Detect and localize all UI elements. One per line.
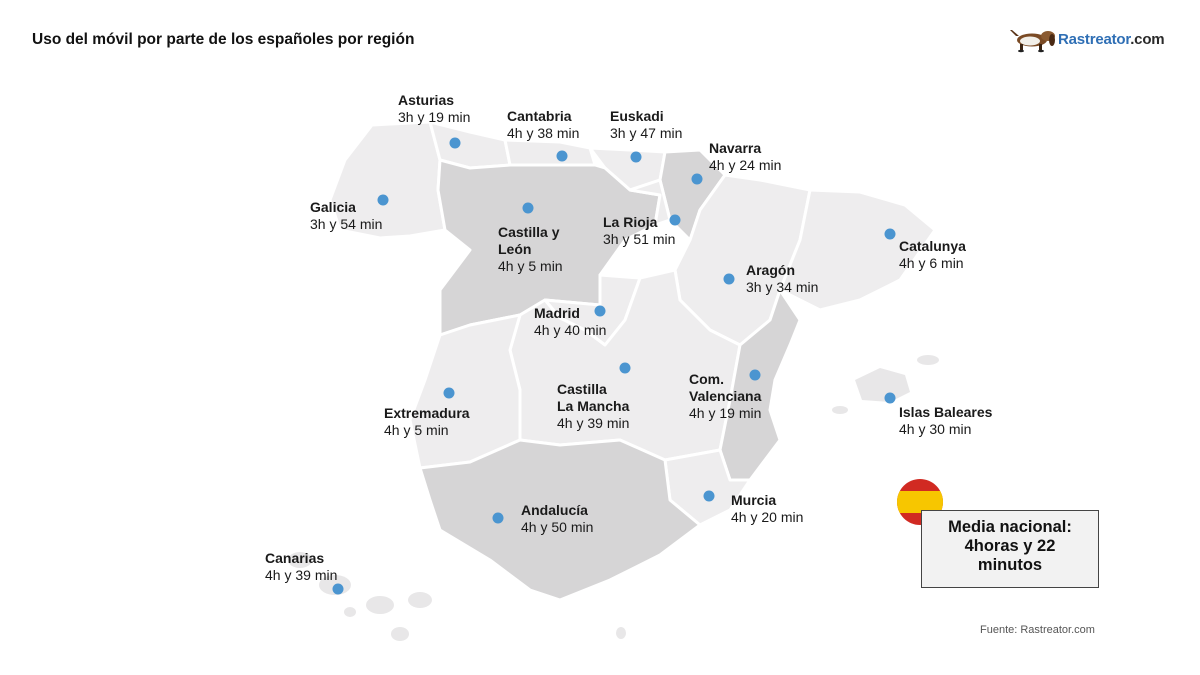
national-average-box: Media nacional: 4horas y 22 minutos bbox=[921, 510, 1099, 588]
region-value: 4h y 39 min bbox=[265, 567, 338, 583]
dot-islas-baleares[interactable] bbox=[884, 392, 896, 404]
dot-catalunya[interactable] bbox=[884, 228, 896, 240]
region-name: Castilla bbox=[557, 381, 607, 397]
national-average-line3: minutos bbox=[977, 556, 1043, 574]
dot-canarias[interactable] bbox=[332, 583, 344, 595]
logo-suffix: .com bbox=[1130, 30, 1165, 48]
label-navarra: Navarra 4h y 24 min bbox=[709, 140, 781, 174]
region-value: 4h y 5 min bbox=[498, 258, 563, 274]
dot-extremadura[interactable] bbox=[443, 387, 455, 399]
label-galicia: Galicia 3h y 54 min bbox=[310, 199, 382, 233]
island-canarias-3 bbox=[366, 596, 394, 614]
region-value: 4h y 6 min bbox=[899, 255, 964, 271]
island-ibiza bbox=[832, 406, 848, 414]
region-name: La Mancha bbox=[557, 398, 630, 414]
region-value: 3h y 54 min bbox=[310, 216, 383, 232]
dot-castilla-la-mancha[interactable] bbox=[619, 362, 631, 374]
region-value: 4h y 38 min bbox=[507, 125, 580, 141]
region-name: Com. bbox=[689, 371, 724, 387]
region-value: 4h y 5 min bbox=[384, 422, 449, 438]
region-name: Aragón bbox=[746, 262, 795, 278]
region-value: 4h y 19 min bbox=[689, 405, 762, 421]
region-andalucia[interactable] bbox=[418, 438, 702, 602]
region-value: 4h y 30 min bbox=[899, 421, 972, 437]
label-asturias: Asturias 3h y 19 min bbox=[398, 92, 470, 126]
national-average-line2: 4horas y 22 bbox=[964, 537, 1056, 555]
region-value: 3h y 34 min bbox=[746, 279, 819, 295]
region-name: Valenciana bbox=[689, 388, 762, 404]
logo-text: Rastreator.com bbox=[1058, 30, 1165, 48]
region-name: Extremadura bbox=[384, 405, 470, 421]
label-com-valenciana: Com. Valenciana 4h y 19 min bbox=[689, 371, 761, 422]
island-canarias-5 bbox=[391, 627, 409, 641]
label-canarias: Canarias 4h y 39 min bbox=[265, 550, 337, 584]
region-name: Castilla y bbox=[498, 224, 560, 240]
dot-andalucia[interactable] bbox=[492, 512, 504, 524]
island-canarias-4 bbox=[408, 592, 432, 608]
dot-castilla-leon[interactable] bbox=[522, 202, 534, 214]
dot-aragon[interactable] bbox=[723, 273, 735, 285]
dot-cantabria[interactable] bbox=[556, 150, 568, 162]
source-note: Fuente: Rastreator.com bbox=[980, 624, 1095, 636]
region-name: León bbox=[498, 241, 532, 257]
label-extremadura: Extremadura 4h y 5 min bbox=[384, 405, 470, 439]
island-menorca bbox=[917, 355, 939, 365]
dot-navarra[interactable] bbox=[691, 173, 703, 185]
region-value: 4h y 40 min bbox=[534, 322, 607, 338]
region-extremadura[interactable] bbox=[408, 313, 522, 470]
region-name: Andalucía bbox=[521, 502, 588, 518]
region-name: Madrid bbox=[534, 305, 580, 321]
region-value: 3h y 19 min bbox=[398, 109, 471, 125]
region-name: Asturias bbox=[398, 92, 455, 108]
basset-dog-icon bbox=[1010, 30, 1055, 53]
region-value: 4h y 20 min bbox=[731, 509, 804, 525]
label-la-rioja: La Rioja 3h y 51 min bbox=[603, 214, 675, 248]
national-average-line1: Media nacional: bbox=[948, 518, 1072, 536]
region-catalunya[interactable] bbox=[778, 188, 937, 312]
label-madrid: Madrid 4h y 40 min bbox=[534, 305, 606, 339]
label-catalunya: Catalunya 4h y 6 min bbox=[899, 238, 966, 272]
dot-madrid[interactable] bbox=[594, 305, 606, 317]
label-islas-baleares: Islas Baleares 4h y 30 min bbox=[899, 404, 992, 438]
region-value: 4h y 39 min bbox=[557, 415, 630, 431]
region-islas-baleares[interactable] bbox=[855, 368, 910, 402]
dot-galicia[interactable] bbox=[377, 194, 389, 206]
label-cantabria: Cantabria 4h y 38 min bbox=[507, 108, 579, 142]
label-aragon: Aragón 3h y 34 min bbox=[746, 262, 818, 296]
page-title: Uso del móvil por parte de los españoles… bbox=[32, 31, 415, 48]
region-name: Islas Baleares bbox=[899, 404, 993, 420]
dot-euskadi[interactable] bbox=[630, 151, 642, 163]
dot-asturias[interactable] bbox=[449, 137, 461, 149]
region-name: Catalunya bbox=[899, 238, 966, 254]
label-murcia: Murcia 4h y 20 min bbox=[731, 492, 803, 526]
dot-murcia[interactable] bbox=[703, 490, 715, 502]
island-canarias-1 bbox=[288, 552, 312, 568]
label-euskadi: Euskadi 3h y 47 min bbox=[610, 108, 682, 142]
region-name: Euskadi bbox=[610, 108, 664, 124]
region-name: Cantabria bbox=[507, 108, 572, 124]
region-cantabria[interactable] bbox=[503, 138, 597, 167]
region-value: 4h y 50 min bbox=[521, 519, 594, 535]
region-la-rioja[interactable] bbox=[628, 178, 672, 227]
island-ceuta-melilla bbox=[616, 627, 626, 639]
region-name: Murcia bbox=[731, 492, 777, 508]
label-andalucia: Andalucía 4h y 50 min bbox=[521, 502, 593, 536]
region-value: 3h y 51 min bbox=[603, 231, 676, 247]
island-canarias-6 bbox=[344, 607, 356, 617]
region-name: Galicia bbox=[310, 199, 356, 215]
region-name: Navarra bbox=[709, 140, 762, 156]
label-castilla-leon: Castilla y León 4h y 5 min bbox=[498, 224, 563, 275]
region-name: Canarias bbox=[265, 550, 325, 566]
region-name: La Rioja bbox=[603, 214, 658, 230]
region-value: 4h y 24 min bbox=[709, 157, 782, 173]
dot-com-valenciana[interactable] bbox=[749, 369, 761, 381]
dot-la-rioja[interactable] bbox=[669, 214, 681, 226]
rastreator-logo[interactable]: Rastreator.com bbox=[1008, 22, 1168, 56]
label-castilla-la-mancha: Castilla La Mancha 4h y 39 min bbox=[557, 381, 629, 432]
region-value: 3h y 47 min bbox=[610, 125, 683, 141]
logo-name: Rastreator bbox=[1058, 30, 1131, 48]
